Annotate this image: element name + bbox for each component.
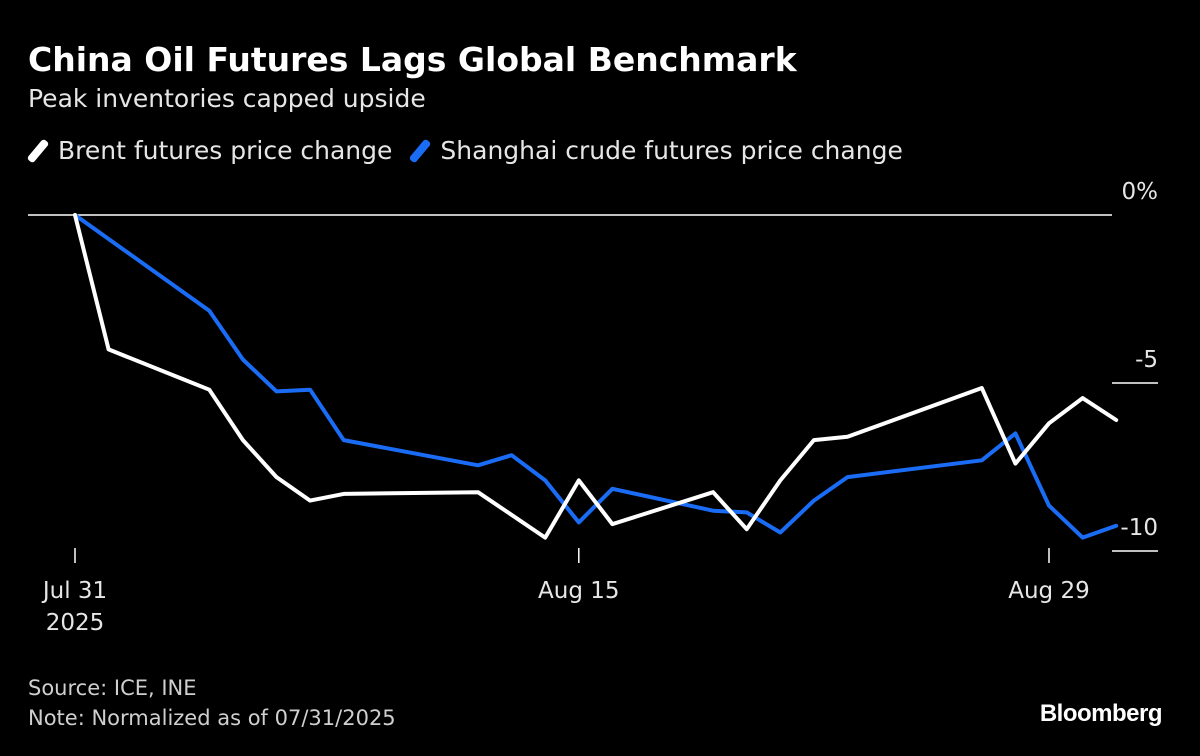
legend-label-shanghai: Shanghai crude futures price change bbox=[440, 136, 903, 165]
y-tick-label-2: -10 bbox=[1120, 515, 1158, 541]
legend-item-shanghai: Shanghai crude futures price change bbox=[408, 136, 903, 165]
bloomberg-logo: Bloomberg bbox=[1039, 700, 1163, 727]
series-line-shanghai bbox=[73, 213, 1119, 540]
chart-subtitle: Peak inventories capped upside bbox=[28, 84, 426, 113]
x-tick-label-2-0: Aug 29 bbox=[1008, 578, 1090, 604]
legend-item-brent: Brent futures price change bbox=[26, 136, 393, 165]
source-note: Source: ICE, INE bbox=[28, 676, 197, 700]
x-tick-label-0-0: Jul 31 bbox=[41, 578, 107, 604]
series-line-brent bbox=[73, 213, 1119, 540]
chart-title: China Oil Futures Lags Global Benchmark bbox=[28, 40, 797, 79]
legend: Brent futures price change Shanghai crud… bbox=[26, 136, 921, 165]
legend-label-brent: Brent futures price change bbox=[58, 136, 393, 165]
x-tick-label-0-1: 2025 bbox=[46, 610, 105, 636]
x-tick-label-1-0: Aug 15 bbox=[538, 578, 620, 604]
normalization-note: Note: Normalized as of 07/31/2025 bbox=[28, 706, 396, 730]
y-tick-label-1: -5 bbox=[1135, 347, 1158, 373]
y-tick-label-0: 0% bbox=[1122, 179, 1159, 205]
